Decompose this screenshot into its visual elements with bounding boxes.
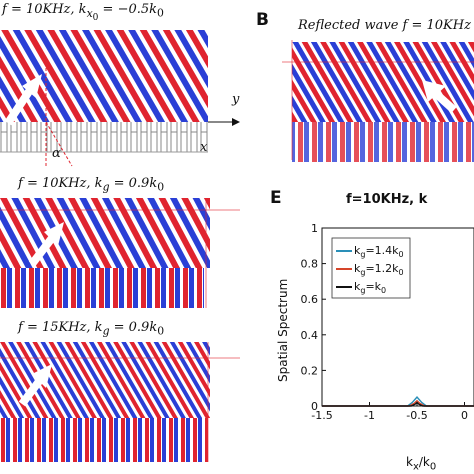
axis-x-label: x [200, 140, 208, 155]
angle-label: α [52, 146, 61, 161]
legend-entry: kg=1.4k0 [354, 244, 404, 259]
y-axis-label: Spatial Spectrum [276, 278, 290, 382]
incident-arrow-icon [4, 74, 42, 126]
panel-a-field [0, 30, 240, 168]
series-line [322, 401, 474, 407]
spatial-spectrum-chart: 0 0.2 0.4 0.6 0.8 1 -1.5 -1 -0.5 0 kg=1.4k0 kg=1.2… [301, 222, 474, 420]
y-tick-label: 1 [311, 222, 318, 235]
y-tick-label: 0.8 [301, 258, 319, 271]
x-tick-label: -1.5 [311, 409, 332, 420]
x-tick-label: -1 [364, 409, 375, 420]
panel-b-field [282, 40, 474, 162]
wave-arrow-c-icon [28, 222, 64, 267]
x-tick-label: 0 [461, 409, 468, 420]
panel-c-caption: f = 10KHz, kg = 0.9k0 [18, 176, 165, 194]
reflected-arrow-icon [422, 80, 457, 113]
y-tick-label: 0.4 [301, 329, 319, 342]
y-tick-label: 0.6 [301, 293, 319, 306]
panel-a-caption: f = 10KHz, kx0 = −0.5k0 [2, 2, 164, 23]
panel-e-title: f=10KHz, k [346, 192, 428, 207]
axis-y-label: y [232, 92, 240, 107]
panel-d-caption: f = 15KHz, kg = 0.9k0 [18, 320, 165, 338]
y-tick-label: 0.2 [301, 364, 319, 377]
panel-c-field [0, 198, 240, 308]
legend-entry: kg=1.2k0 [354, 262, 404, 277]
y-tick-label: 0 [311, 400, 318, 413]
legend-entry: kg=k0 [354, 280, 386, 295]
panel-b-caption: Reflected wave f = 10KHz [298, 18, 471, 33]
wave-arrow-d-icon [18, 364, 52, 407]
panel-e-letter: E [270, 188, 282, 208]
panel-b-letter: B [256, 10, 269, 30]
x-tick-label: -0.5 [406, 409, 427, 420]
panel-d-field [0, 342, 240, 462]
x-axis-label: kx/k0 [406, 455, 437, 473]
